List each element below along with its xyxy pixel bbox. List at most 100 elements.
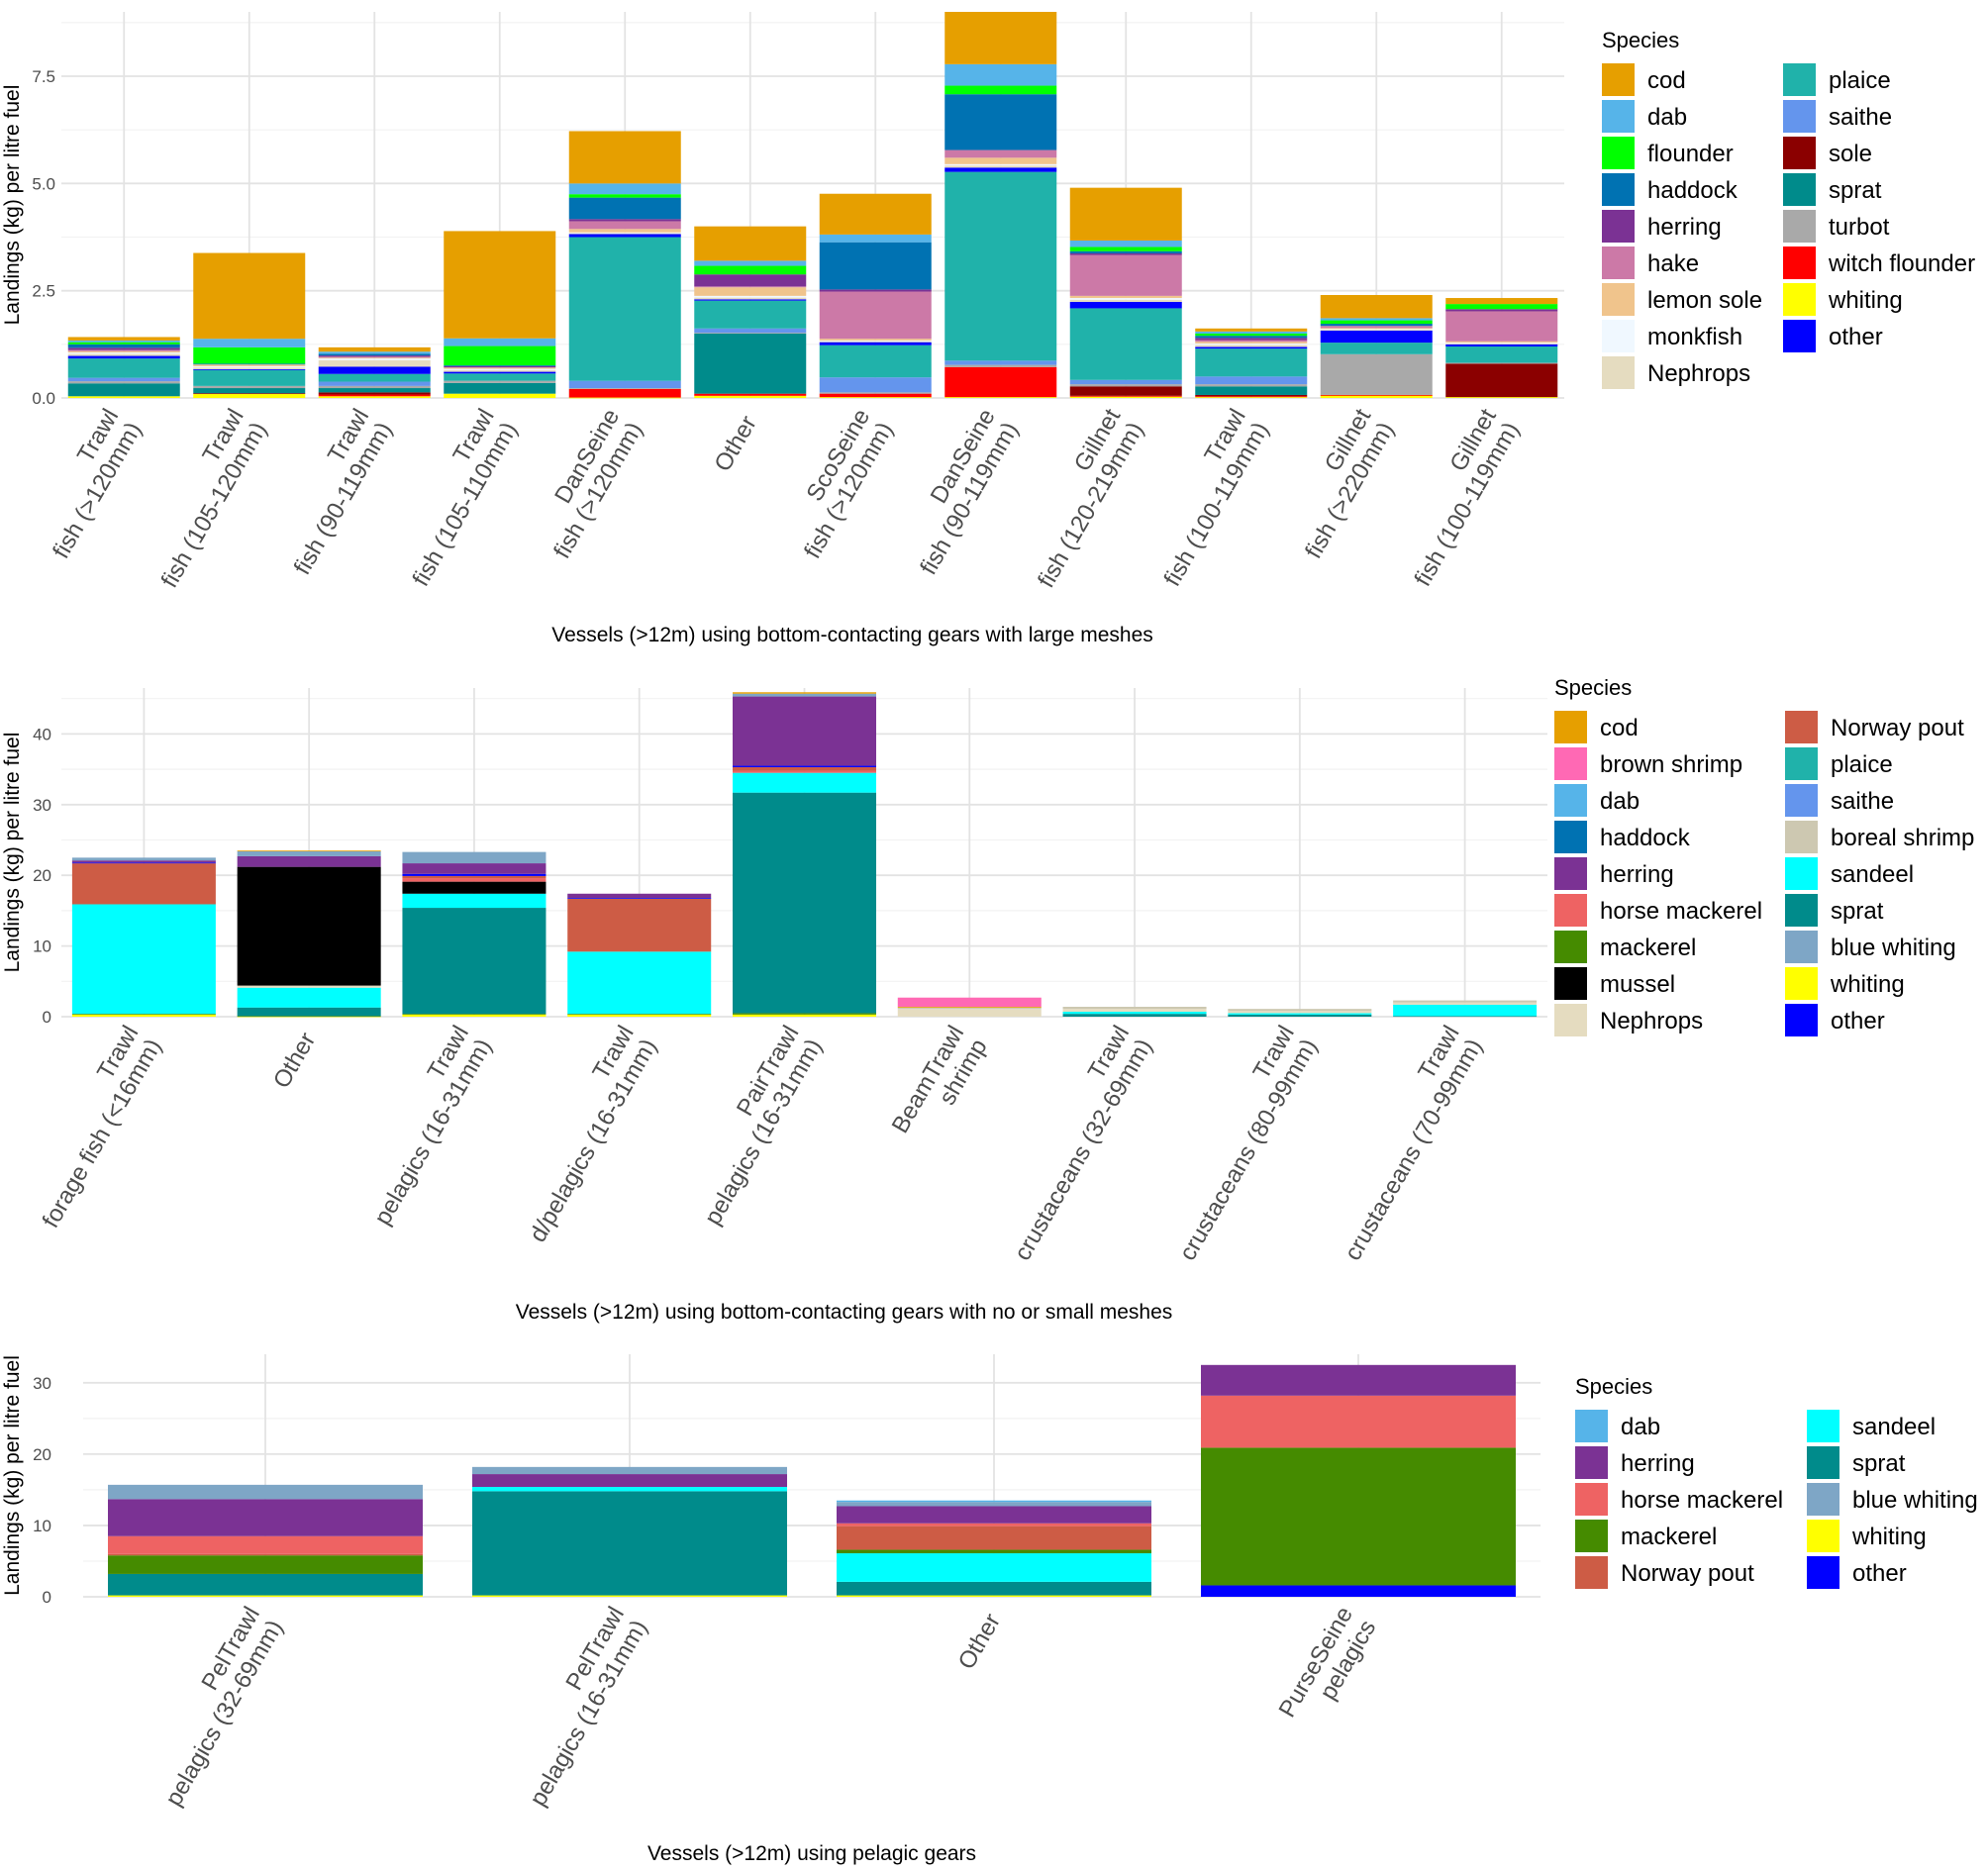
bar-segment-witch-flounder	[1195, 396, 1308, 398]
bar-segment-other	[67, 355, 180, 359]
bar-segment-plaice	[193, 369, 306, 386]
bar-segment-flounder	[1320, 320, 1433, 325]
bar-segment-dab	[819, 234, 932, 243]
bar-segment-sandeel	[402, 893, 547, 909]
legend-swatch-mussel	[1554, 967, 1587, 1000]
bar-segment-whiting	[193, 393, 306, 398]
legend-label-horse-mackerel: horse mackerel	[1621, 1487, 1783, 1514]
bar-segment-cod	[733, 692, 876, 694]
bar-segment-mussel	[237, 866, 381, 986]
bar-segment-lemon-sole	[944, 157, 1057, 164]
bar-segment-haddock	[819, 242, 932, 290]
x-tick-label: Gillnetfish (>220mm)	[1300, 404, 1399, 563]
bar-segment-hake	[1195, 340, 1308, 343]
bar-segment-plaice	[67, 358, 180, 378]
bar-segment-sprat	[193, 388, 306, 394]
bar-segment-flounder	[67, 342, 180, 345]
bar-segment-blue-whiting	[837, 1502, 1151, 1507]
y-tick-label: 0	[43, 1008, 51, 1027]
legend-swatch-herring	[1602, 210, 1635, 243]
legend-swatch-sprat	[1783, 173, 1816, 206]
bar-segment-witch-flounder	[1069, 395, 1182, 397]
bar-segment-sandeel	[1062, 1012, 1207, 1015]
bar-segment-boreal-shrimp	[1393, 1000, 1538, 1003]
bar-segment-hake	[1320, 326, 1433, 329]
legend-swatch-sprat	[1785, 894, 1818, 927]
bar-segment-herring	[733, 696, 876, 766]
bar-segment-whiting	[1069, 396, 1182, 398]
legend-swatch-whiting	[1785, 967, 1818, 1000]
x-tick-line: Other	[953, 1610, 1006, 1674]
bar-segment-plaice	[568, 237, 681, 381]
legend-swatch-other	[1783, 320, 1816, 352]
legend-label-nephrops: Nephrops	[1600, 1008, 1703, 1035]
x-tick-label-text: Other	[953, 1610, 1006, 1674]
bar-segment-witch-flounder	[944, 366, 1057, 398]
x-tick-label-text: Trawlfish (100-119mm)	[1136, 405, 1274, 591]
bar-segment-cod	[819, 193, 932, 235]
bar-segment-sprat	[1393, 1016, 1538, 1018]
bar-segment-hake	[819, 291, 932, 340]
legend-label-turbot: turbot	[1829, 214, 1890, 241]
bar-segment-monkfish	[67, 352, 180, 354]
bar-segment-lemon-sole	[819, 339, 932, 341]
legend-swatch-mackerel	[1554, 931, 1587, 963]
x-tick-label-text: Other	[268, 1029, 321, 1093]
legend-label-sprat: sprat	[1831, 898, 1884, 925]
x-tick-label-text: Trawlforage fish (<16mm)	[14, 1022, 166, 1233]
legend-swatch-brown-shrimp	[1554, 747, 1587, 780]
x-tick-label-text: Trawlfish (90-119mm)	[265, 405, 397, 580]
bar-segment-nephrops	[819, 341, 932, 343]
bar-segment-whiting	[733, 1014, 876, 1017]
bar-segment-whiting	[567, 1014, 712, 1017]
legend-swatch-mackerel	[1575, 1520, 1608, 1552]
bar-segment-other	[694, 299, 807, 301]
x-tick-label-text: PairTrawlpelagics (16-31mm)	[676, 1022, 828, 1231]
x-tick-label: Trawlcrustaceans (80-99mm)	[1174, 1022, 1323, 1265]
bar-segment-herring	[837, 1506, 1151, 1524]
bar-segment-nephrops	[944, 165, 1057, 168]
bar-segment-herring	[237, 855, 381, 867]
y-tick-label: 40	[33, 725, 51, 743]
bar-segment-plaice	[944, 171, 1057, 361]
bar-segment-turbot	[1445, 362, 1558, 364]
legend-swatch-nephrops	[1554, 1004, 1587, 1036]
bar-segment-nephrops	[318, 359, 431, 367]
legend-swatch-haddock	[1554, 821, 1587, 853]
bar-segment-sprat	[733, 792, 876, 1014]
legend-label-cod: cod	[1647, 67, 1686, 94]
bar-segment-cod	[444, 231, 556, 339]
y-tick-label: 10	[33, 937, 51, 956]
legend-label-other: other	[1852, 1560, 1907, 1587]
legend-label-blue-whiting: blue whiting	[1831, 935, 1956, 961]
bar-segment-whiting	[71, 1014, 216, 1017]
x-tick-label-text: Gillnetfish (120-219mm)	[1010, 404, 1149, 592]
legend-swatch-monkfish	[1602, 320, 1635, 352]
bar-segment-dab	[318, 351, 431, 354]
legend-label-herring: herring	[1647, 214, 1722, 241]
x-tick-label-text: Other	[709, 412, 761, 476]
bar-segment-lemon-sole	[1195, 342, 1308, 344]
bar-segment-other	[318, 366, 431, 374]
bar-segment-lemon-sole	[694, 287, 807, 296]
legend-swatch-witch-flounder	[1783, 246, 1816, 279]
bar-segment-other	[1445, 344, 1558, 346]
bar-segment-lemon-sole	[444, 367, 556, 369]
bar-segment-monkfish	[1069, 298, 1182, 300]
bar-segment-sprat	[1195, 386, 1308, 395]
x-tick-label: PelTrawlpelagics (16-31mm)	[525, 1603, 652, 1812]
bar-segment-whiting	[402, 1014, 547, 1017]
bar-segment-blue-whiting	[237, 850, 381, 856]
legend-label-herring: herring	[1600, 861, 1674, 888]
y-tick-label: 10	[33, 1517, 51, 1535]
bar-segment-blue-whiting	[108, 1484, 423, 1500]
x-tick-label-text: DanSeinefish (>120mm)	[526, 405, 648, 563]
bar-segment-dab	[837, 1500, 1151, 1503]
bar-segment-monkfish	[1195, 343, 1308, 345]
bar-segment-sole	[318, 392, 431, 395]
bar-segment-nephrops	[237, 985, 381, 988]
bar-segment-nephrops	[897, 1009, 1042, 1017]
legend-swatch-sandeel	[1807, 1410, 1839, 1442]
